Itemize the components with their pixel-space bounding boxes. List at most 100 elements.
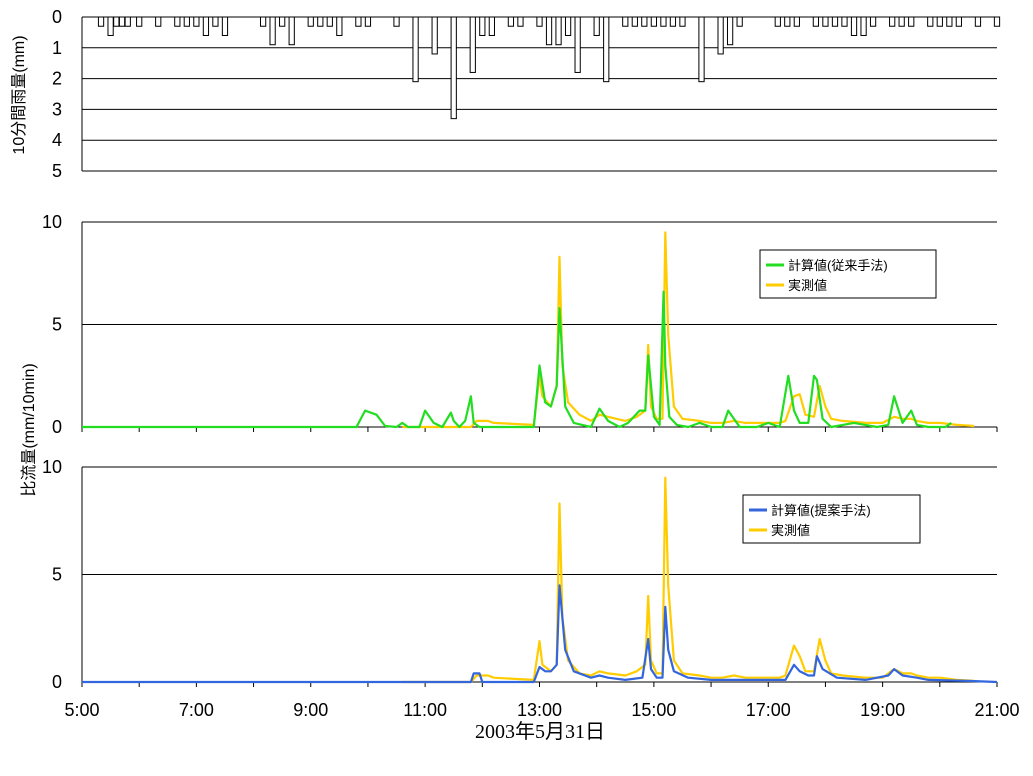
flow-y-axis-title: 比流量(mm/10min) [20, 363, 38, 496]
rainfall-panel: 0 1 2 3 4 5 [52, 7, 1001, 181]
rain-bar [336, 16, 343, 36]
rain-bar [860, 16, 867, 36]
rain-bar [469, 16, 476, 73]
rain-bar [317, 16, 324, 27]
rain-bar [736, 16, 743, 27]
rain-bar [155, 16, 162, 27]
rain-bar [660, 16, 667, 27]
rain-bar [955, 16, 962, 27]
flow1-legend-label: 実測値 [788, 278, 827, 293]
rain-bar [555, 16, 562, 46]
rain-bar [431, 16, 438, 55]
rain-bar [507, 16, 515, 27]
rain-bar [679, 16, 686, 27]
rain-bar [124, 16, 131, 27]
flow1-legend-box [759, 249, 937, 299]
rain-bar [174, 16, 181, 27]
x-tick-label: 21:00 [974, 700, 1019, 720]
rain-bar [202, 16, 210, 36]
x-axis-title: 2003年5月31日 [475, 720, 605, 743]
rain-bar [136, 16, 143, 27]
flow1-y-tick-label: 0 [52, 417, 62, 437]
flow2-y-tick-label: 5 [52, 565, 62, 585]
rain-bar [269, 16, 276, 46]
rain-bar [193, 16, 200, 27]
rain-bar [326, 16, 333, 27]
rain-bar [393, 16, 400, 27]
rain-bar [974, 16, 982, 27]
rain-bar [784, 16, 791, 27]
rain-bar [279, 16, 286, 27]
rain-bar [669, 16, 677, 27]
rain-bar [97, 16, 105, 27]
rain-y-tick-label: 2 [52, 69, 62, 89]
flow-panel-proposed: 0 5 10 計算値(提案手法) 実測値 5:00 7:00 9:00 11:00 13:00 15… [42, 457, 1020, 720]
rain-bar [822, 16, 829, 27]
rain-y-tick-label: 4 [52, 130, 62, 150]
rain-y-tick-label: 3 [52, 99, 62, 119]
flow2-y-tick-label: 10 [42, 457, 62, 477]
flow2-series-line [82, 584, 998, 684]
rain-bar [908, 16, 915, 27]
rain-bar [698, 16, 705, 83]
rain-bar [774, 16, 781, 27]
rain-bar [869, 16, 877, 27]
rain-bar [889, 16, 896, 27]
rain-y-tick-label: 0 [52, 7, 62, 27]
rain-bar [717, 16, 724, 55]
rain-bar [641, 16, 648, 27]
x-tick-label: 7:00 [179, 700, 214, 720]
rain-bar [622, 16, 629, 27]
rain-bar [183, 16, 190, 27]
rain-bar [545, 16, 553, 46]
x-tick-label: 19:00 [860, 700, 905, 720]
flow2-legend-label: 実測値 [771, 523, 810, 538]
rain-bar [212, 16, 219, 27]
rain-bar [850, 16, 858, 36]
rain-bar [355, 16, 362, 27]
rain-bar [936, 16, 943, 27]
rain-bar [113, 16, 120, 27]
flow1-y-tick-label: 5 [52, 315, 62, 335]
x-tick-label: 11:00 [403, 700, 447, 720]
rain-bar [479, 16, 486, 36]
rain-bar [603, 16, 610, 83]
x-tick-label: 9:00 [293, 700, 328, 720]
rain-bar [259, 16, 267, 27]
rain-y-axis-title: 10分間雨量(mm) [10, 35, 28, 154]
flow2-legend-box [742, 494, 921, 544]
rain-bar [726, 16, 734, 46]
rain-bar [793, 16, 800, 27]
rain-bar [946, 16, 953, 27]
rain-bar [412, 16, 419, 83]
flow1-y-tick-label: 10 [42, 212, 62, 232]
rain-y-tick-label: 5 [52, 161, 62, 181]
rain-bar [536, 16, 543, 27]
rain-bar [841, 16, 848, 27]
x-tick-label: 5:00 [64, 700, 99, 720]
rain-bar [650, 16, 657, 27]
x-tick-label: 13:00 [517, 700, 562, 720]
rain-y-tick-label: 1 [52, 38, 62, 58]
x-tick-label: 17:00 [746, 700, 791, 720]
flow2-legend-label: 計算値(提案手法) [771, 503, 871, 518]
rain-bar [307, 16, 314, 27]
rain-bar [831, 16, 839, 27]
flow1-series-line [82, 290, 952, 429]
rain-bar [221, 16, 229, 36]
rain-bar [898, 16, 905, 27]
x-tick-label: 15:00 [631, 700, 676, 720]
rain-bar [118, 16, 126, 27]
rain-bar [364, 16, 372, 27]
rain-bar [927, 16, 934, 27]
rain-bar [288, 16, 295, 46]
rain-bar [631, 16, 638, 27]
rain-bar [488, 16, 495, 36]
rain-bar [517, 16, 524, 27]
flow-panel-conventional: 0 5 10 計算値(従来手法) 実測値 [42, 212, 998, 437]
flow1-legend-label: 計算値(従来手法) [788, 258, 888, 273]
rain-bar [593, 16, 600, 36]
rain-bar [564, 16, 572, 36]
rain-bar [993, 16, 1001, 27]
